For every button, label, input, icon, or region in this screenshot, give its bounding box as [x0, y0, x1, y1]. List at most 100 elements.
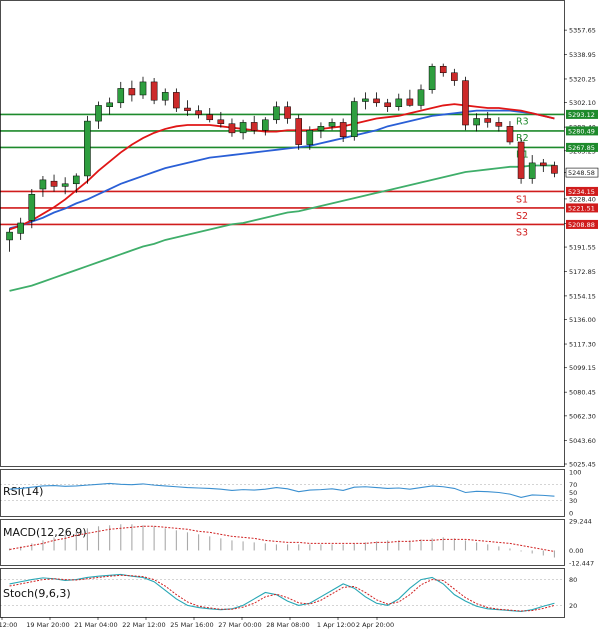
level-label-s2: S2: [516, 211, 528, 222]
candle-bullish: [72, 175, 80, 185]
candle-bearish: [406, 98, 414, 106]
level-tag-s3: [566, 219, 598, 229]
price-tick-label: 5154.15: [569, 292, 596, 300]
candle-bullish: [84, 120, 91, 177]
rsi-line: [9, 482, 555, 498]
candle-bullish: [161, 92, 169, 101]
macd-signal-line: [9, 525, 555, 552]
candle-bullish: [428, 65, 436, 91]
candle-bearish: [439, 65, 447, 74]
candle-bearish: [451, 72, 458, 81]
level-tag-text: 5208.88: [568, 221, 595, 229]
level-label-s3: S3: [516, 227, 528, 238]
time-tick-label: 21 Mar 04:00: [74, 621, 117, 629]
candle-bullish: [328, 122, 336, 127]
time-tick-label: 22 Mar 12:00: [122, 621, 165, 629]
candle-bullish: [39, 179, 47, 190]
candle-bearish: [295, 118, 302, 145]
price-tick-label: 5302.10: [569, 99, 596, 107]
candle-bearish: [128, 88, 136, 96]
rsi-tick-label: 30: [569, 497, 577, 505]
stoch-signal-line: [9, 574, 555, 612]
candle-bullish: [395, 98, 403, 107]
candle-bearish: [206, 114, 214, 121]
level-tag-r2: [566, 126, 598, 136]
candle-bearish: [228, 123, 236, 134]
candle-bullish: [139, 81, 147, 96]
candle-bullish: [262, 119, 269, 131]
stoch-tick-label: 80: [569, 576, 577, 584]
macd-pane-frame: [0, 519, 565, 566]
candle-bullish: [117, 88, 125, 104]
macd-title: MACD(12,26,9): [3, 526, 87, 539]
candle-bearish: [373, 98, 380, 104]
candle-bearish: [173, 92, 180, 109]
candle-bullish: [528, 162, 536, 179]
candle-bullish: [28, 193, 36, 221]
stoch-title: Stoch(9,6,3): [3, 587, 71, 600]
price-tick-label: 5191.55: [569, 244, 596, 252]
time-tick-label: 27 Mar 00:00: [218, 621, 261, 629]
level-label-s1: S1: [516, 194, 528, 205]
candle-bearish: [217, 119, 225, 124]
price-tick-label: 5228.40: [569, 195, 596, 203]
level-tag-r1: [566, 142, 598, 152]
candle-bearish: [184, 107, 191, 111]
price-tick-label: 5117.30: [569, 341, 596, 349]
ma-slow-line: [9, 164, 555, 292]
candle-bullish: [239, 122, 247, 134]
candle-bearish: [384, 102, 391, 107]
macd-tick-label: 29.244: [569, 518, 592, 526]
candle-bearish: [462, 80, 469, 126]
stoch-tick-label: 20: [569, 602, 577, 610]
candle-bearish: [517, 141, 525, 179]
candle-bearish: [506, 126, 514, 143]
candle-bullish: [362, 98, 369, 102]
level-tag-text: 5280.49: [568, 127, 595, 135]
price-tick-label: 5043.60: [569, 437, 596, 445]
candle-bearish: [50, 180, 58, 187]
price-tick-label: 5099.15: [569, 364, 596, 372]
rsi-title: RSI(14): [3, 485, 43, 498]
candle-bullish: [473, 118, 480, 126]
time-tick-label: 28 Mar 08:00: [266, 621, 309, 629]
price-tick-label: 5320.25: [569, 75, 596, 83]
rsi-pane-frame: [0, 469, 565, 517]
rsi-tick-label: 70: [569, 481, 577, 489]
stoch-pane-frame: [0, 568, 565, 618]
rsi-tick-label: 50: [569, 489, 577, 497]
macd-pane: MACD(12,26,9) 29.244 0.00 -12.447: [3, 518, 594, 568]
candle-bullish: [95, 105, 102, 122]
level-label-r2: R2: [516, 133, 529, 144]
level-tag-r3: [566, 109, 598, 119]
time-tick-label: 2 Apr 20:00: [356, 621, 394, 629]
level-label-r3: R3: [516, 116, 529, 127]
candle-bearish: [495, 122, 503, 127]
level-tag-s2: [566, 203, 598, 213]
macd-tick-label: -12.447: [569, 560, 594, 568]
time-tick-label: 1 Apr 12:00: [317, 621, 355, 629]
price-tick-label: 5338.95: [569, 51, 596, 59]
level-tag-text: 5267.85: [568, 144, 595, 152]
candle-bearish: [250, 122, 258, 131]
price-tick-label: 5080.45: [569, 389, 596, 397]
macd-tick-label: 0.00: [569, 547, 583, 555]
main-price-pane: 5357.655338.955320.255302.105283.405265.…: [0, 27, 599, 469]
rsi-tick-label: 0: [569, 510, 573, 518]
price-tick-label: 5136.00: [569, 316, 596, 324]
candle-bullish: [61, 183, 69, 187]
ma-mid-line: [9, 109, 555, 230]
rsi-tick-label: 100: [569, 469, 581, 477]
candle-bullish: [417, 89, 425, 106]
level-tag-s1: [566, 186, 598, 196]
candle-bearish: [484, 118, 492, 123]
candle-bullish: [273, 106, 280, 121]
candle-bullish: [350, 101, 358, 138]
time-tick-label: 19 Mar 20:00: [26, 621, 69, 629]
candle-bearish: [195, 110, 202, 115]
candle-bullish: [317, 126, 325, 131]
price-tick-label: 5062.30: [569, 412, 596, 420]
level-tag-text: 5234.15: [568, 188, 595, 196]
